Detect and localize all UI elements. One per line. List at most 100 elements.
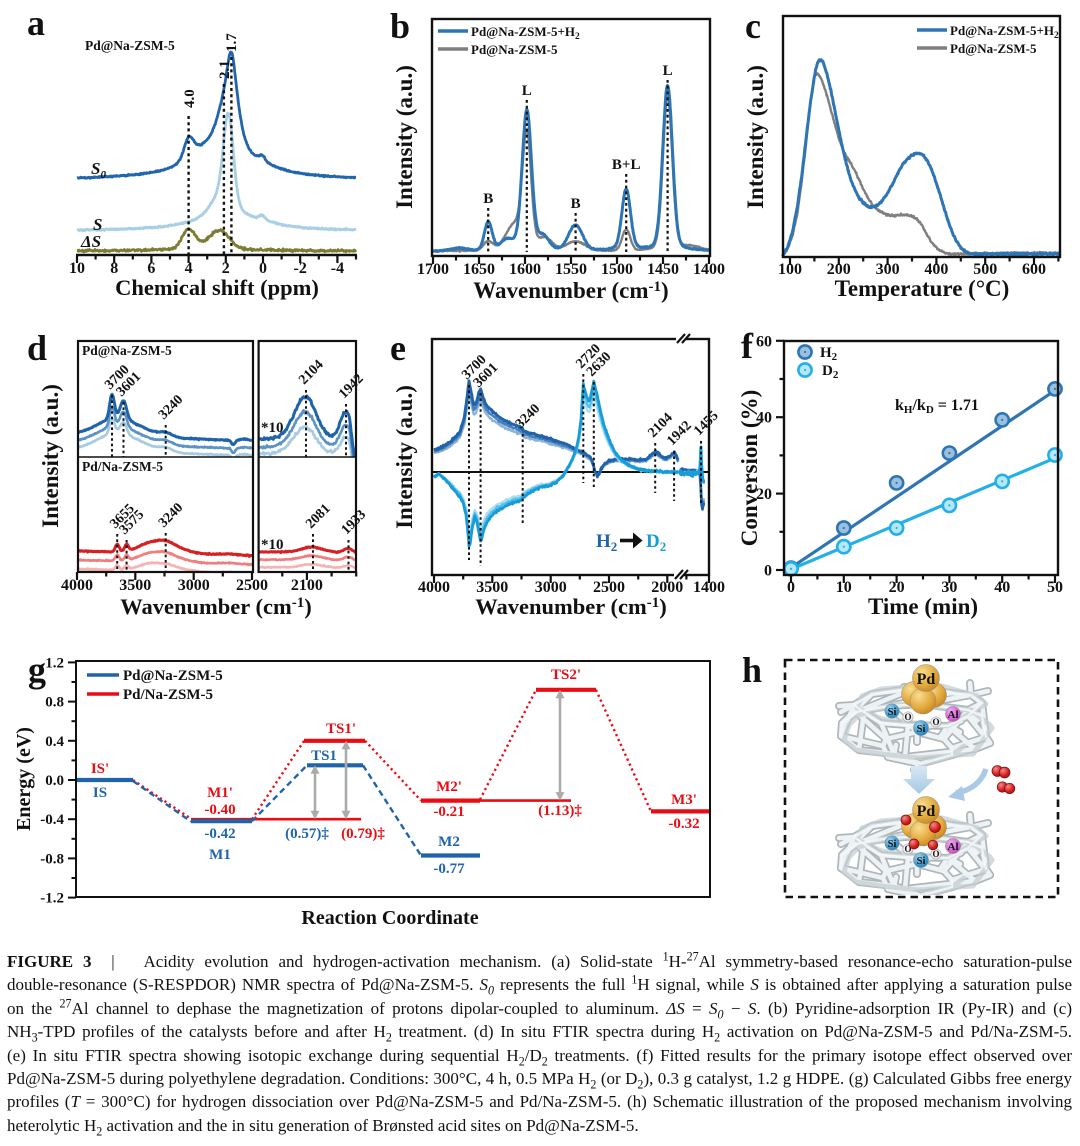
- svg-text:3000: 3000: [178, 577, 210, 594]
- svg-text:c: c: [745, 6, 761, 46]
- svg-text:1.2: 1.2: [45, 655, 64, 671]
- svg-text:L: L: [522, 83, 532, 99]
- svg-text:Wavenumber (cm-1): Wavenumber (cm-1): [473, 278, 668, 303]
- svg-text:-0.32: -0.32: [668, 816, 699, 832]
- svg-text:Conversion (%): Conversion (%): [737, 390, 762, 547]
- svg-text:Pd: Pd: [917, 671, 936, 688]
- svg-text:Wavenumber (cm-1): Wavenumber (cm-1): [120, 594, 311, 619]
- svg-text:(0.79)‡: (0.79)‡: [341, 826, 385, 842]
- svg-text:e: e: [390, 328, 406, 368]
- svg-text:1.7: 1.7: [224, 33, 240, 52]
- svg-text:500: 500: [973, 261, 997, 278]
- svg-text:300: 300: [876, 261, 900, 278]
- svg-text:B+L: B+L: [612, 157, 641, 173]
- svg-text:M2: M2: [438, 834, 460, 850]
- svg-text:400: 400: [924, 261, 948, 278]
- svg-text:20: 20: [889, 579, 905, 596]
- svg-text:3500: 3500: [119, 577, 151, 594]
- svg-text:O: O: [932, 717, 939, 727]
- svg-text:2: 2: [222, 260, 230, 277]
- svg-text:8: 8: [110, 260, 118, 277]
- svg-text:S: S: [93, 215, 102, 234]
- svg-text:Chemical shift (ppm): Chemical shift (ppm): [115, 275, 319, 300]
- svg-text:Si: Si: [917, 856, 926, 867]
- svg-text:1942: 1942: [336, 371, 366, 401]
- svg-text:Time (min): Time (min): [868, 594, 978, 619]
- svg-text:1700: 1700: [417, 261, 449, 278]
- svg-text:IS: IS: [93, 785, 107, 801]
- svg-text:Pd@Na-ZSM-5: Pd@Na-ZSM-5: [85, 38, 175, 53]
- svg-text:H2: H2: [820, 345, 838, 363]
- svg-text:60: 60: [756, 333, 772, 350]
- svg-text:*10: *10: [261, 537, 284, 553]
- svg-text:Pd/Na-ZSM-5: Pd/Na-ZSM-5: [123, 687, 213, 703]
- svg-text:20: 20: [756, 486, 772, 503]
- svg-text:1400: 1400: [693, 579, 725, 596]
- svg-text:200: 200: [827, 261, 851, 278]
- svg-text:3500: 3500: [476, 579, 508, 596]
- svg-text:2.1: 2.1: [217, 60, 233, 79]
- svg-text:1455: 1455: [691, 408, 721, 438]
- svg-text:D2: D2: [822, 363, 839, 381]
- svg-text:6: 6: [147, 260, 155, 277]
- svg-text:0.0: 0.0: [45, 773, 64, 789]
- svg-text:d: d: [27, 328, 47, 368]
- svg-text:-4: -4: [331, 260, 344, 277]
- svg-text:Reaction Coordinate: Reaction Coordinate: [301, 907, 478, 929]
- svg-text:-0.4: -0.4: [40, 812, 64, 828]
- svg-text:Pd@Na-ZSM-5: Pd@Na-ZSM-5: [471, 42, 558, 57]
- svg-text:TS1: TS1: [311, 748, 337, 764]
- svg-text:Pd/Na-ZSM-5: Pd/Na-ZSM-5: [82, 459, 163, 474]
- svg-text:1933: 1933: [339, 507, 369, 537]
- svg-text:O: O: [904, 844, 911, 854]
- svg-text:10: 10: [69, 260, 85, 277]
- svg-text:50: 50: [1047, 579, 1063, 596]
- svg-text:0: 0: [787, 579, 795, 596]
- svg-text:Pd@Na-ZSM-5: Pd@Na-ZSM-5: [950, 41, 1037, 56]
- svg-text:-2: -2: [294, 260, 307, 277]
- svg-text:600: 600: [1022, 261, 1046, 278]
- svg-text:(1.13)‡: (1.13)‡: [538, 803, 582, 819]
- svg-text:Temperature (°C): Temperature (°C): [835, 276, 1010, 301]
- svg-text:Wavenumber (cm-1): Wavenumber (cm-1): [475, 594, 666, 619]
- svg-text:Pd@Na-ZSM-5: Pd@Na-ZSM-5: [82, 343, 172, 358]
- svg-text:4000: 4000: [61, 577, 93, 594]
- svg-text:0.4: 0.4: [45, 734, 64, 750]
- svg-text:40: 40: [756, 410, 772, 427]
- svg-text:S0: S0: [91, 159, 106, 181]
- svg-text:0.8: 0.8: [45, 695, 64, 711]
- svg-text:40: 40: [994, 579, 1010, 596]
- svg-text:Intensity (a.u.): Intensity (a.u.): [392, 385, 417, 529]
- svg-text:0: 0: [764, 563, 772, 580]
- svg-text:1400: 1400: [693, 261, 725, 278]
- svg-text:Al: Al: [948, 841, 959, 853]
- svg-text:TS1': TS1': [326, 721, 356, 737]
- svg-text:-0.42: -0.42: [204, 826, 235, 842]
- svg-text:ΔS: ΔS: [80, 232, 101, 251]
- svg-text:-1.2: -1.2: [40, 891, 64, 907]
- svg-text:2081: 2081: [303, 501, 333, 531]
- svg-text:Pd: Pd: [917, 803, 936, 820]
- svg-text:M1': M1': [207, 785, 233, 801]
- svg-text:Si: Si: [888, 839, 897, 850]
- svg-text:4.0: 4.0: [182, 89, 198, 108]
- svg-text:IS': IS': [91, 761, 109, 777]
- svg-text:1450: 1450: [647, 261, 679, 278]
- svg-text:g: g: [28, 650, 46, 690]
- svg-text:2104: 2104: [296, 357, 326, 387]
- svg-text:100: 100: [778, 261, 802, 278]
- svg-text:TS2': TS2': [551, 667, 581, 683]
- svg-text:M1: M1: [209, 847, 231, 863]
- svg-text:3240: 3240: [156, 392, 186, 422]
- svg-text:M2': M2': [436, 779, 462, 795]
- svg-text:3000: 3000: [535, 579, 567, 596]
- svg-text:4: 4: [185, 260, 193, 277]
- svg-text:-0.8: -0.8: [40, 851, 64, 867]
- svg-text:B: B: [571, 196, 581, 212]
- svg-text:Al: Al: [948, 709, 959, 721]
- svg-text:O: O: [904, 712, 911, 722]
- svg-text:L: L: [663, 63, 673, 79]
- svg-text:Si: Si: [888, 707, 897, 718]
- svg-text:h: h: [742, 650, 762, 690]
- svg-text:b: b: [390, 6, 410, 46]
